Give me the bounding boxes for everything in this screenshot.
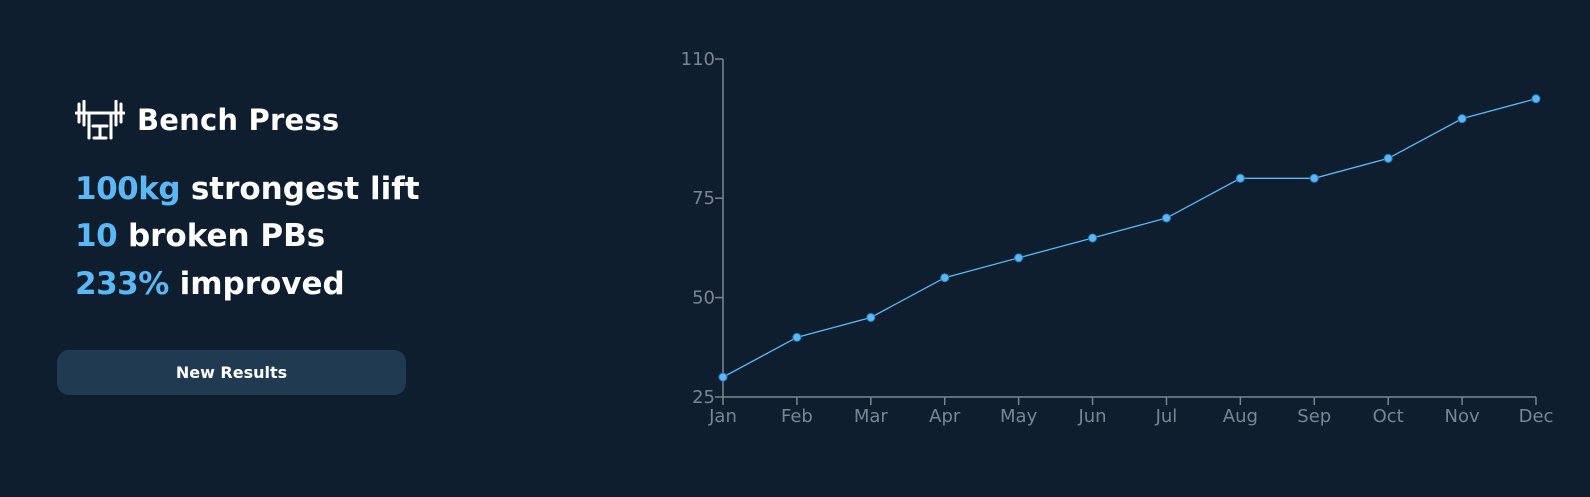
data-point	[1088, 233, 1098, 243]
stat-strongest-lift: 100kg strongest lift	[75, 171, 420, 207]
stat-label: strongest lift	[190, 171, 420, 207]
stat-value: 10	[75, 218, 118, 254]
data-point	[792, 332, 802, 342]
chart-series	[718, 94, 1541, 382]
stat-broken-pbs: 10 broken PBs	[75, 218, 325, 254]
y-tick-label: 25	[692, 387, 715, 408]
x-tick-label: Feb	[781, 406, 813, 427]
x-tick-label: May	[1000, 406, 1038, 427]
data-point	[1161, 213, 1171, 223]
data-point	[718, 372, 728, 382]
data-point	[1457, 114, 1467, 124]
x-tick-label: Dec	[1519, 406, 1554, 427]
data-point	[866, 312, 876, 322]
x-tick-label: Jan	[708, 406, 737, 427]
data-point	[1235, 173, 1245, 183]
x-tick-label: Aug	[1223, 406, 1258, 427]
data-point	[940, 273, 950, 283]
data-point	[1014, 253, 1024, 263]
stat-label: broken PBs	[127, 218, 326, 254]
barbell-bench-icon	[75, 100, 125, 140]
exercise-header: Bench Press	[75, 100, 339, 140]
y-tick-label: 50	[692, 288, 715, 309]
x-tick-label: Jun	[1077, 406, 1106, 427]
x-tick-label: Apr	[929, 406, 961, 427]
y-tick-label: 75	[692, 188, 715, 209]
data-point	[1531, 94, 1541, 104]
stat-value: 233%	[75, 266, 169, 302]
data-point	[1309, 173, 1319, 183]
x-tick-label: Jul	[1155, 406, 1178, 427]
y-tick-label: 110	[681, 49, 715, 70]
stat-label: improved	[179, 266, 345, 302]
exercise-summary-panel: Bench Press 100kg strongest lift 10 brok…	[57, 0, 420, 497]
chart-tick-labels: 25 50 75 110 Jan Feb Mar Apr May Jun Jul Aug Sep Oct N…	[681, 49, 1554, 427]
x-tick-label: Nov	[1445, 406, 1480, 427]
stat-value: 100kg	[75, 171, 181, 207]
data-point	[1383, 153, 1393, 163]
series-line	[722, 98, 1537, 378]
new-results-button[interactable]: New Results	[57, 350, 406, 395]
x-tick-label: Oct	[1373, 406, 1404, 427]
x-tick-label: Mar	[854, 406, 889, 427]
exercise-title: Bench Press	[137, 103, 340, 137]
stat-improved: 233% improved	[75, 266, 345, 302]
chart-axes	[715, 58, 1537, 405]
x-tick-label: Sep	[1297, 406, 1331, 427]
